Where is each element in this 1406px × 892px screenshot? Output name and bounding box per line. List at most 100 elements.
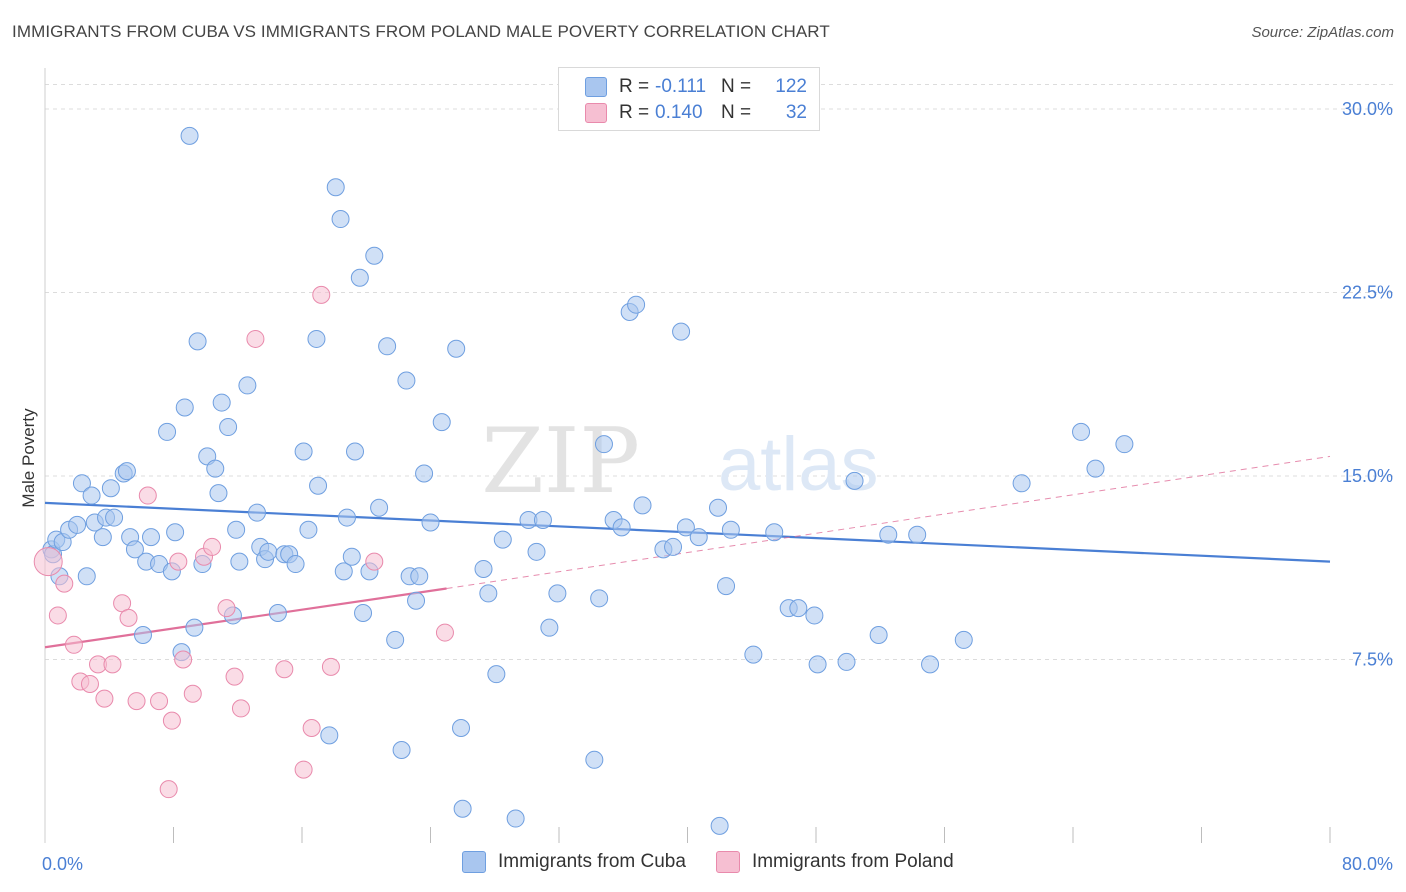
point-cuba <box>452 718 471 737</box>
point-cuba <box>837 652 856 671</box>
point-poland <box>203 537 222 556</box>
data-points <box>33 126 1134 835</box>
point-cuba <box>337 508 356 527</box>
point-cuba <box>410 567 429 586</box>
point-poland <box>159 780 178 799</box>
point-cuba <box>117 462 136 481</box>
point-cuba <box>506 809 525 828</box>
point-cuba <box>808 655 827 674</box>
legend-n-label: N = <box>721 76 752 97</box>
point-cuba <box>921 655 940 674</box>
x-tick-label: 80.0% <box>1342 854 1393 874</box>
series-swatch-cuba <box>462 851 486 873</box>
point-cuba <box>533 511 552 530</box>
point-cuba <box>230 552 249 571</box>
series-legend-item-cuba[interactable]: Immigrants from Cuba <box>462 851 686 873</box>
point-cuba <box>334 562 353 581</box>
point-cuba <box>805 606 824 625</box>
point-cuba <box>219 418 238 437</box>
legend-r-value: -0.111 <box>655 76 707 97</box>
point-poland <box>48 606 67 625</box>
point-cuba <box>320 726 339 745</box>
point-cuba <box>378 337 397 356</box>
point-cuba <box>342 547 361 566</box>
point-cuba <box>125 540 144 559</box>
point-poland <box>169 552 188 571</box>
source-credit: Source: ZipAtlas.com <box>1251 24 1394 41</box>
point-cuba <box>331 210 350 229</box>
point-cuba <box>386 630 405 649</box>
point-cuba <box>72 474 91 493</box>
legend-row-cuba: R = -0.111 N = 122 <box>585 75 807 99</box>
point-poland <box>33 547 63 577</box>
point-poland <box>217 599 236 618</box>
point-cuba <box>453 799 472 818</box>
trend-line-poland <box>44 587 447 649</box>
point-cuba <box>188 332 207 351</box>
point-poland <box>174 650 193 669</box>
point-cuba <box>527 542 546 561</box>
point-cuba <box>540 618 559 637</box>
axes <box>44 68 1331 843</box>
series-legend: Immigrants from Cuba Immigrants from Pol… <box>462 851 984 873</box>
point-cuba <box>627 295 646 314</box>
point-cuba <box>672 322 691 341</box>
point-poland <box>302 718 321 737</box>
watermark-atlas: atlas <box>718 422 879 507</box>
point-poland <box>183 684 202 703</box>
point-cuba <box>268 603 287 622</box>
watermark-zip: ZIP <box>481 409 640 514</box>
point-cuba <box>101 479 120 498</box>
point-cuba <box>1115 435 1134 454</box>
point-cuba <box>294 442 313 461</box>
legend-r-label: R = <box>619 76 650 97</box>
point-cuba <box>93 528 112 547</box>
x-tick-label: 0.0% <box>42 854 83 874</box>
point-cuba <box>493 530 512 549</box>
point-cuba <box>286 555 305 574</box>
legend-r-value: 0.140 <box>655 102 703 123</box>
point-poland <box>64 635 83 654</box>
point-poland <box>80 674 99 693</box>
point-cuba <box>209 484 228 503</box>
point-cuba <box>845 471 864 490</box>
point-poland <box>246 329 265 348</box>
point-cuba <box>676 518 695 537</box>
point-cuba <box>82 486 101 505</box>
point-cuba <box>1086 459 1105 478</box>
point-poland <box>225 667 244 686</box>
point-cuba <box>710 816 729 835</box>
point-cuba <box>307 329 326 348</box>
series-legend-item-poland[interactable]: Immigrants from Poland <box>715 851 954 873</box>
point-cuba <box>717 577 736 596</box>
point-cuba <box>954 630 973 649</box>
point-poland <box>95 689 114 708</box>
point-cuba <box>908 525 927 544</box>
point-poland <box>55 574 74 593</box>
point-cuba <box>594 435 613 454</box>
gridlines <box>45 83 1395 660</box>
point-cuba <box>238 376 257 395</box>
series-swatch-poland <box>715 851 740 873</box>
point-cuba <box>548 584 567 603</box>
legend-n-label: N = <box>721 102 752 123</box>
point-cuba <box>879 525 898 544</box>
point-cuba <box>77 567 96 586</box>
point-cuba <box>166 523 185 542</box>
series-label-cuba: Immigrants from Cuba <box>498 851 686 872</box>
legend-n-value: 122 <box>775 76 807 97</box>
y-tick-label: 22.5% <box>1342 282 1393 302</box>
correlation-legend: R = -0.111 N = 122 R = 0.140 N = 32 <box>558 67 820 131</box>
point-cuba <box>1012 474 1031 493</box>
point-cuba <box>744 645 763 664</box>
point-cuba <box>354 603 373 622</box>
legend-r-label: R = <box>619 102 650 123</box>
point-cuba <box>309 476 328 495</box>
point-cuba <box>299 520 318 539</box>
point-cuba <box>415 464 434 483</box>
point-poland <box>162 711 181 730</box>
point-poland <box>275 660 294 679</box>
point-cuba <box>133 626 152 645</box>
point-poland <box>150 692 169 711</box>
